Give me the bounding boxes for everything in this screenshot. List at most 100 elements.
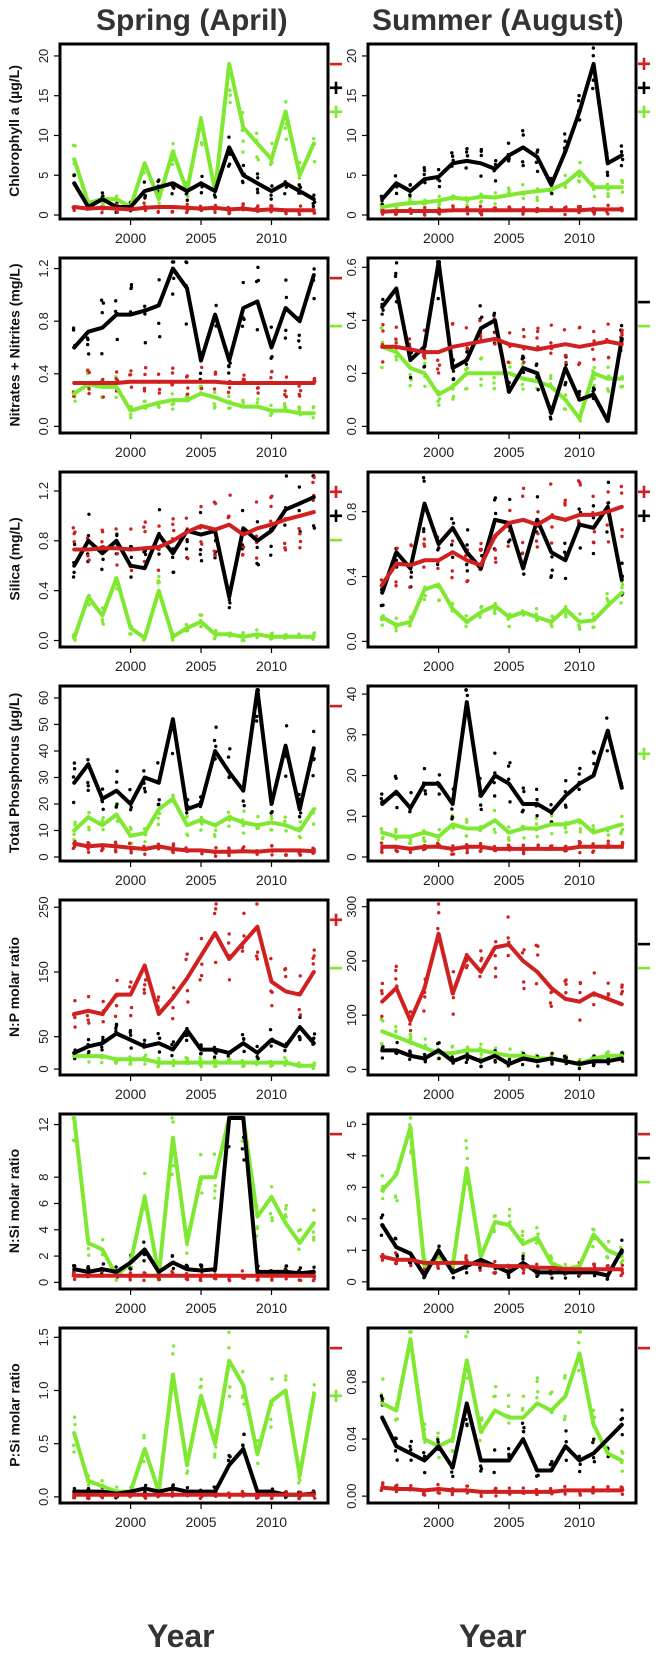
data-point-green [227,1394,232,1398]
data-point-green [170,402,174,407]
data-point-green [312,159,317,164]
x-tick-label: 2005 [493,230,524,246]
data-point-red [214,1277,218,1281]
data-point-red [451,970,456,974]
data-point-green [535,1379,539,1384]
data-point-black [395,805,399,810]
data-point-red [100,539,104,544]
data-point-green [493,202,497,206]
data-point-red [199,1278,203,1283]
data-point-black [172,186,176,190]
y-tick-label: 1.2 [36,260,51,278]
data-point-red [592,339,596,343]
data-point-red [619,484,624,489]
data-point-red [142,386,147,391]
data-point-black [562,550,567,554]
data-point-green [577,623,581,627]
data-point-black [227,1453,231,1458]
data-point-green [380,1196,385,1201]
y-tick-label: 8 [36,1174,51,1181]
data-point-black [142,1038,147,1042]
data-point-red [85,1013,90,1018]
data-point-green [114,395,118,400]
data-point-green [592,625,596,629]
data-point-black [227,605,232,610]
data-point-red [284,852,288,857]
data-point-red [534,943,538,948]
data-point-green [394,830,398,834]
data-point-green [241,1369,245,1374]
data-point-red [381,360,385,364]
summer-column-title: Summer (August) [372,4,624,37]
data-point-black [492,313,496,318]
data-point-black [591,750,596,754]
data-point-black [422,479,426,483]
data-point-green [270,1218,274,1223]
data-point-black [200,174,204,179]
data-point-green [563,393,568,397]
data-point-green [171,1164,176,1168]
data-point-red [297,384,301,388]
data-point-red [213,960,218,965]
trend-mark-red: + [329,907,343,934]
data-point-green [297,1481,301,1485]
data-point-green [128,825,132,830]
series-line-red [380,504,624,587]
data-point-red [619,1485,623,1489]
data-point-green [297,834,302,839]
y-tick-label: 2 [36,1252,51,1259]
data-point-green [464,834,469,838]
plot-frame [58,256,330,435]
data-point-red [115,551,120,556]
data-point-black [620,1432,624,1437]
data-point-black [577,389,582,394]
data-point-red [422,1009,426,1013]
data-point-black [465,1057,470,1062]
data-point-red [128,1278,132,1282]
data-point-black [508,800,512,804]
data-point-black [270,184,274,188]
y-tick-label: 1.0 [36,1381,51,1399]
data-point-green [464,1334,468,1339]
data-point-green [86,1247,90,1251]
data-point-green [421,836,426,840]
data-point-red [549,541,554,545]
x-tick-label: 2005 [493,1086,524,1102]
data-point-black [71,800,76,805]
y-tick-label: 10 [36,128,51,142]
x-tick-label: 2000 [423,1086,454,1102]
data-point-green [171,142,175,146]
y-tick-label: 150 [36,961,51,983]
data-point-green [522,836,526,840]
data-point-green [437,403,441,407]
data-point-green [214,1064,218,1068]
data-point-red [620,1263,625,1267]
data-point-green [227,1330,231,1334]
data-point-red [86,994,91,999]
data-point-black [422,168,427,173]
data-point-black [142,550,146,554]
data-point-green [270,161,274,165]
x-tick-label: 2005 [493,1300,524,1316]
data-point-black [270,809,274,814]
data-point-red [129,980,133,984]
data-point-red [143,366,148,370]
data-point-black [576,98,581,103]
y-tick-label: 5 [344,1121,359,1128]
data-point-green [240,1139,245,1143]
data-point-black [450,555,455,559]
series-line-red [72,841,316,854]
data-point-black [380,1396,384,1401]
data-point-green [171,1352,175,1356]
data-point-red [212,387,217,391]
series-line-green [380,582,624,628]
data-point-red [214,846,218,850]
data-point-red [297,1278,301,1282]
data-point-green [564,830,568,834]
data-point-black [240,1032,245,1037]
data-point-red [506,936,510,940]
data-point-black [227,135,231,139]
data-point-black [212,738,217,743]
data-point-green [228,100,232,105]
data-point-black [100,787,105,791]
